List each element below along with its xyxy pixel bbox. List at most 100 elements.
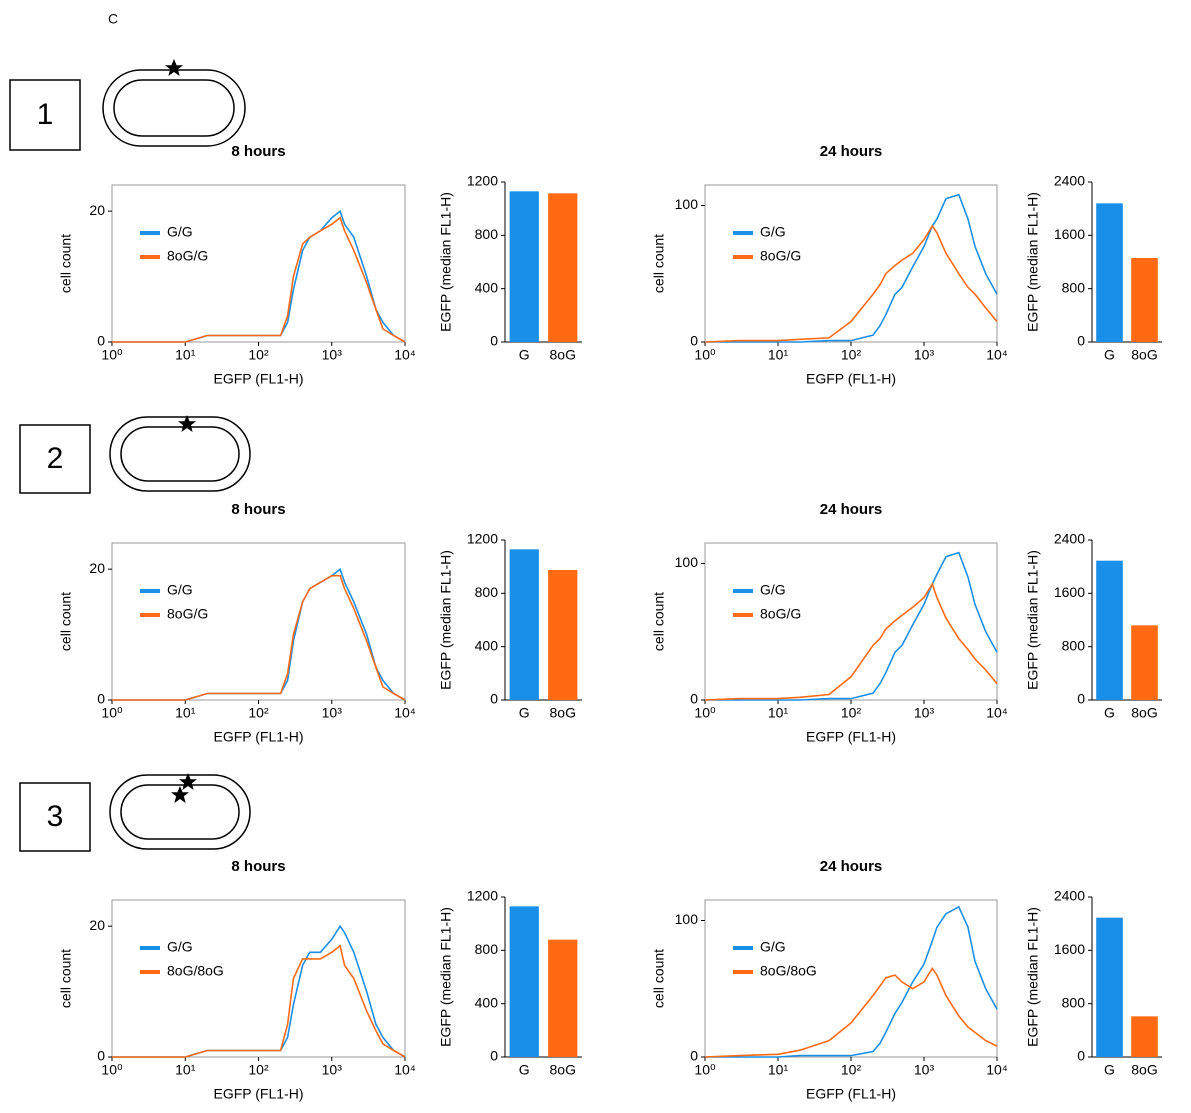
chart-title: 8 hours — [231, 143, 285, 160]
bar — [1131, 1016, 1158, 1057]
y-axis-label: cell count — [651, 234, 667, 293]
x-tick-label: 10³ — [322, 347, 343, 363]
y-tick-label: 1200 — [467, 888, 498, 904]
x-axis-label: EGFP (FL1-H) — [214, 1086, 304, 1102]
x-tick-label: 10² — [248, 705, 269, 721]
plasmid-outer — [103, 70, 245, 146]
y-tick-label: 1200 — [467, 173, 498, 189]
construct-number: 3 — [47, 800, 64, 833]
y-tick-label: 2400 — [1054, 888, 1085, 904]
y-tick-label: 100 — [675, 196, 699, 212]
figure: C 1 2 3 8 hours 0 20 10⁰ 10¹ 10² 10³ 10⁴ EGFP (F… — [0, 0, 1191, 1113]
histogram-line — [705, 584, 997, 700]
x-tick-label: 10¹ — [175, 347, 196, 363]
x-tick-label: G — [519, 705, 530, 721]
x-tick-label: 10² — [248, 347, 269, 363]
x-tick-label: 10⁰ — [101, 1062, 123, 1078]
y-tick-label: 800 — [475, 941, 499, 957]
x-tick-label: 10⁰ — [694, 347, 716, 363]
x-tick-label: G — [1104, 705, 1115, 721]
x-tick-label: 8oG — [1131, 347, 1157, 363]
bar — [548, 940, 577, 1057]
x-tick-label: 10⁴ — [394, 1062, 416, 1078]
bar — [1096, 918, 1123, 1057]
legend-label: G/G — [167, 224, 193, 240]
x-tick-label: 8oG — [1131, 1062, 1157, 1078]
y-tick-label: 1200 — [467, 531, 498, 547]
histogram-line — [112, 218, 405, 342]
x-axis-label: EGFP (FL1-H) — [806, 729, 896, 745]
histogram-line — [112, 569, 405, 700]
x-tick-label: 10⁴ — [986, 705, 1008, 721]
histogram-line — [112, 946, 405, 1057]
histogram-line — [705, 226, 997, 342]
y-axis-label: cell count — [651, 592, 667, 651]
y-tick-label: 800 — [1062, 994, 1086, 1010]
legend-label: 8oG/G — [760, 248, 801, 264]
x-tick-label: 8oG — [550, 347, 576, 363]
x-tick-label: 10³ — [322, 705, 343, 721]
chart-title: 24 hours — [820, 501, 883, 518]
histogram-line — [705, 968, 997, 1057]
legend-label: G/G — [760, 939, 786, 955]
plasmid-outer — [110, 417, 250, 491]
y-tick-label: 100 — [675, 911, 699, 927]
x-tick-label: 10² — [841, 1062, 862, 1078]
x-tick-label: 10¹ — [768, 705, 789, 721]
panel-label: C — [108, 11, 118, 27]
x-tick-label: 10³ — [914, 705, 935, 721]
x-tick-label: 10¹ — [768, 347, 789, 363]
x-tick-label: 10¹ — [175, 705, 196, 721]
bar — [1096, 203, 1123, 342]
x-tick-label: 8oG — [1131, 705, 1157, 721]
plasmid-inner — [121, 427, 239, 481]
x-axis-label: EGFP (FL1-H) — [214, 729, 304, 745]
legend-label: 8oG/8oG — [167, 963, 224, 979]
y-tick-label: 0 — [1077, 333, 1085, 349]
y-tick-label: 2400 — [1054, 531, 1085, 547]
bar — [548, 193, 577, 342]
legend-label: 8oG/G — [167, 248, 208, 264]
construct-1: 1 — [10, 59, 245, 150]
y-axis-label: cell count — [58, 949, 74, 1008]
legend-label: 8oG/G — [167, 606, 208, 622]
x-tick-label: 10⁴ — [986, 347, 1008, 363]
legend-label: 8oG/8oG — [760, 963, 817, 979]
x-tick-label: G — [1104, 1062, 1115, 1078]
legend-label: G/G — [760, 582, 786, 598]
chart-title: 24 hours — [820, 858, 883, 875]
y-axis-label: EGFP (median FL1-H) — [1025, 192, 1041, 332]
construct-number: 2 — [47, 442, 64, 475]
bar — [548, 570, 577, 700]
x-tick-label: G — [1104, 347, 1115, 363]
x-tick-label: 10⁴ — [394, 705, 416, 721]
y-axis-label: EGFP (median FL1-H) — [438, 907, 454, 1047]
chart-title: 8 hours — [231, 858, 285, 875]
bar — [1096, 561, 1123, 700]
construct-2: 2 — [20, 415, 250, 493]
histogram-line — [112, 211, 405, 342]
bar — [510, 906, 539, 1057]
construct-3: 3 — [20, 773, 250, 851]
x-tick-label: 10³ — [914, 1062, 935, 1078]
x-tick-label: 10⁴ — [986, 1062, 1008, 1078]
x-tick-label: 10¹ — [768, 1062, 789, 1078]
y-tick-label: 20 — [89, 560, 105, 576]
legend-label: 8oG/G — [760, 606, 801, 622]
y-tick-label: 1600 — [1054, 941, 1085, 957]
histogram-line — [705, 907, 997, 1057]
y-tick-label: 0 — [490, 691, 498, 707]
y-tick-label: 100 — [675, 554, 699, 570]
x-tick-label: 10³ — [914, 347, 935, 363]
y-tick-label: 400 — [475, 637, 499, 653]
y-tick-label: 400 — [475, 994, 499, 1010]
x-tick-label: 10² — [841, 705, 862, 721]
bar — [510, 191, 539, 342]
construct-number: 1 — [37, 98, 54, 131]
x-tick-label: 8oG — [550, 1062, 576, 1078]
y-axis-label: cell count — [651, 949, 667, 1008]
legend-label: G/G — [167, 582, 193, 598]
plot-frame — [112, 185, 405, 342]
y-axis-label: cell count — [58, 234, 74, 293]
y-tick-label: 20 — [89, 202, 105, 218]
